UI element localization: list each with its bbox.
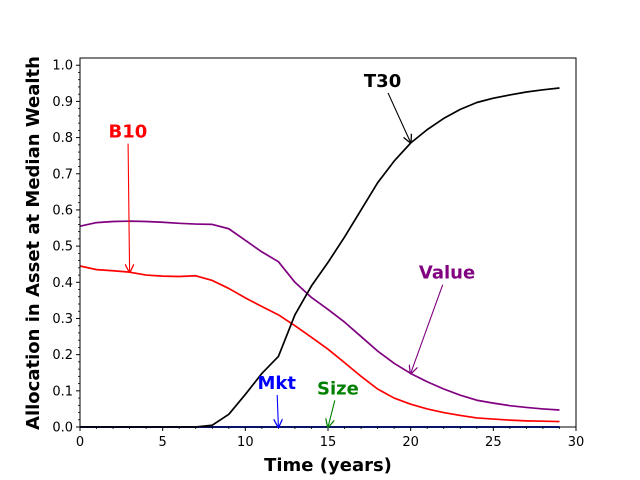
annotation-label-b10: B10 — [109, 122, 148, 143]
y-tick-label: 0.3 — [52, 312, 73, 327]
annotation-label-mkt: Mkt — [257, 373, 296, 394]
y-tick-label: 0.4 — [52, 276, 73, 291]
x-tick-label: 30 — [568, 435, 585, 450]
y-tick-label: 0.9 — [52, 95, 73, 110]
x-axis-label: Time (years) — [264, 455, 392, 476]
y-tick-label: 0.6 — [52, 203, 73, 218]
x-tick-label: 5 — [159, 435, 167, 450]
annotation-arrow-t30 — [387, 92, 411, 143]
x-tick-label: 15 — [320, 435, 337, 450]
annotation-arrow-value — [411, 284, 444, 374]
y-tick-label: 0.8 — [52, 131, 73, 146]
x-tick-label: 25 — [485, 435, 502, 450]
plot-area: 0 5 10 15 20 25 30 0.0 0.1 0.2 0.3 0.4 0.5 0.6 0.7 0.8 0… — [52, 57, 585, 450]
annotation-label-t30: T30 — [364, 71, 401, 92]
annotation-arrow-size — [328, 400, 336, 427]
y-tick-label: 0.2 — [52, 348, 73, 363]
x-tick-label: 0 — [76, 435, 84, 450]
y-tick-label: 0.5 — [52, 240, 73, 255]
plot-frame — [79, 57, 577, 428]
annotation-arrow-b10 — [128, 143, 130, 273]
x-tick-label: 10 — [237, 435, 254, 450]
annotation-label-value: Value — [419, 263, 475, 284]
series-line-value — [79, 220, 560, 411]
y-tick-label: 0.1 — [52, 384, 73, 399]
annotation-arrow-mkt — [277, 394, 278, 427]
series-line-b10 — [79, 265, 560, 423]
y-tick-label: 0.0 — [52, 421, 73, 436]
series-line-t30 — [80, 87, 560, 428]
y-axis-label: Allocation in Asset at Median Wealth — [23, 56, 44, 430]
x-tick-label: 20 — [402, 435, 419, 450]
y-tick-label: 0.7 — [52, 167, 73, 182]
annotation-label-size: Size — [317, 378, 359, 399]
y-tick-label: 1.0 — [52, 59, 73, 74]
